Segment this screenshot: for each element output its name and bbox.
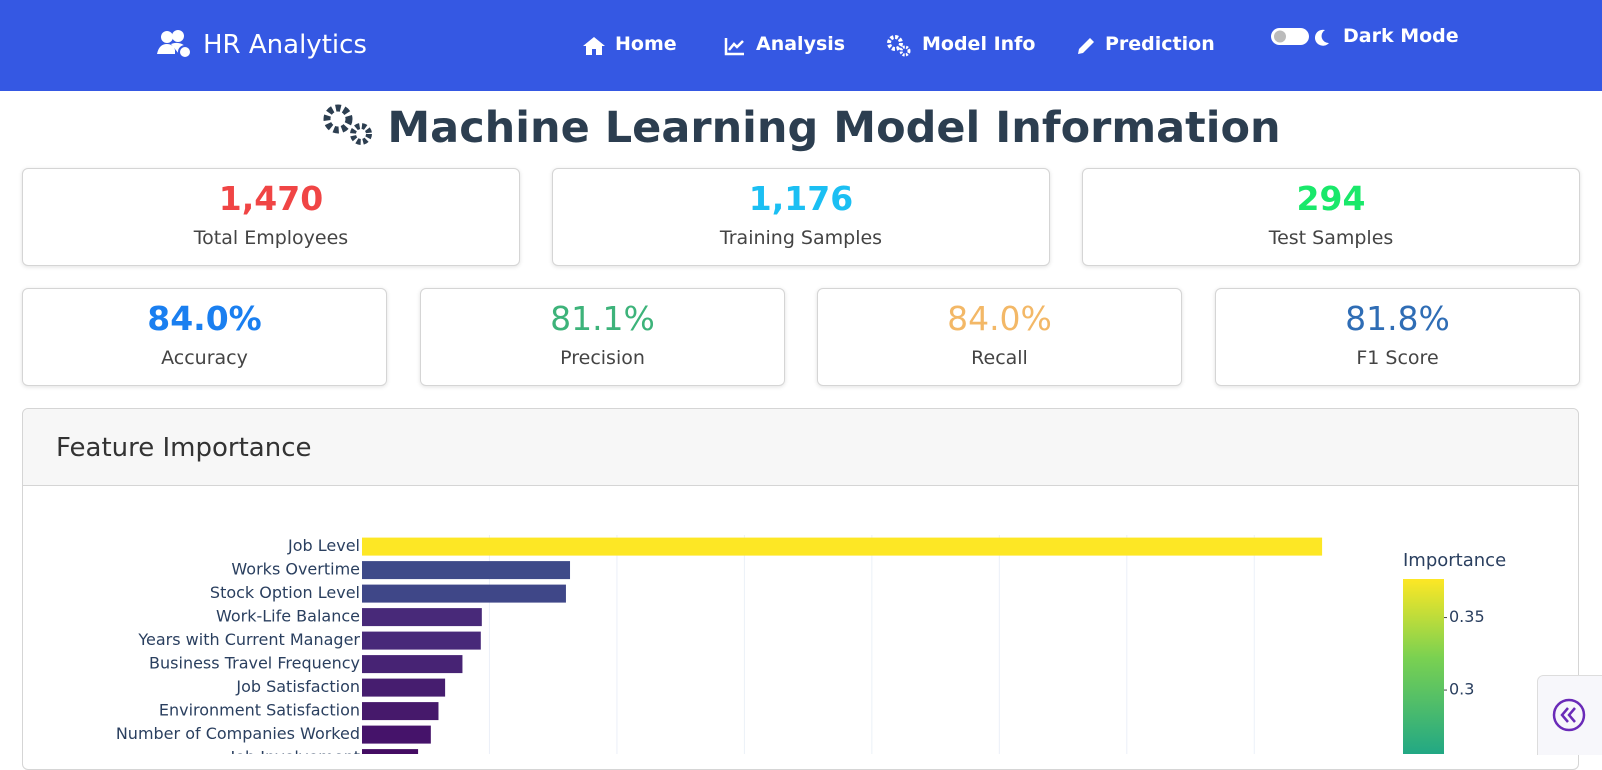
stat-label: Total Employees: [23, 227, 519, 249]
page-title: Machine Learning Model Information: [387, 103, 1280, 153]
metric-value: 84.0%: [818, 299, 1181, 338]
y-tick-label: Environment Satisfaction: [159, 701, 360, 720]
home-icon: [582, 36, 606, 56]
y-tick-label: Job Level: [287, 536, 360, 555]
y-tick-label: Years with Current Manager: [137, 630, 360, 649]
card-header: Feature Importance: [23, 409, 1578, 486]
y-tick-label: Number of Companies Worked: [116, 724, 360, 743]
metric-value: 81.1%: [421, 299, 784, 338]
brand[interactable]: HR Analytics: [203, 30, 367, 60]
stat-label: Training Samples: [553, 227, 1049, 249]
bar: [362, 585, 566, 603]
y-tick-label: Job Involvement: [230, 748, 360, 754]
colorbar: [1403, 579, 1444, 754]
bar: [362, 749, 418, 754]
bar: [362, 632, 481, 650]
nav-link[interactable]: Analysis: [756, 33, 845, 55]
y-tick-label: Business Travel Frequency: [149, 654, 360, 673]
page-heading: Machine Learning Model Information: [0, 102, 1602, 153]
metric-value: 84.0%: [23, 299, 386, 338]
bar: [362, 679, 445, 697]
toggle[interactable]: [1270, 26, 1330, 48]
stat-card: 1,176 Training Samples: [552, 168, 1050, 266]
dark-mode-label[interactable]: Dark Mode: [1343, 25, 1459, 47]
y-tick-label: Work-Life Balance: [216, 607, 360, 626]
bar: [362, 538, 1322, 556]
brand-icon: [157, 30, 193, 60]
page: HR Analytics Home Analysis Model Info Pr…: [0, 0, 1602, 754]
colorbar-title: Importance: [1403, 550, 1506, 571]
stat-value: 294: [1083, 179, 1579, 218]
bar: [362, 702, 438, 720]
stat-card: 1,470 Total Employees: [22, 168, 520, 266]
bar: [362, 561, 570, 579]
bar: [362, 655, 462, 673]
cogs-icon: [887, 35, 913, 57]
metric-card: 84.0% Accuracy: [22, 288, 387, 386]
chart-icon: [724, 36, 746, 56]
colorbar-tick-label: 0.3: [1449, 680, 1474, 699]
nav-link[interactable]: Model Info: [922, 33, 1036, 55]
y-tick-label: Stock Option Level: [210, 583, 360, 602]
stat-value: 1,176: [553, 179, 1049, 218]
y-tick-label: Job Satisfaction: [235, 677, 360, 696]
bar: [362, 726, 431, 744]
pencil-icon: [1075, 35, 1097, 57]
stat-label: Test Samples: [1083, 227, 1579, 249]
metric-label: Accuracy: [23, 347, 386, 369]
navbar: HR Analytics Home Analysis Model Info Pr…: [0, 0, 1602, 91]
metric-card: 81.8% F1 Score: [1215, 288, 1580, 386]
metric-label: Precision: [421, 347, 784, 369]
bar: [362, 608, 482, 626]
stat-value: 1,470: [23, 179, 519, 218]
side-toggle[interactable]: [1537, 675, 1602, 755]
metric-card: 84.0% Recall: [817, 288, 1182, 386]
metric-value: 81.8%: [1216, 299, 1579, 338]
card-title: Feature Importance: [56, 433, 312, 463]
nav-link[interactable]: Home: [615, 33, 677, 55]
y-tick-label: Works Overtime: [231, 560, 360, 579]
chart: Job Level Works Overtime Stock Option Leve…: [0, 485, 1602, 754]
colorbar-tick-label: 0.35: [1449, 607, 1485, 626]
metric-label: Recall: [818, 347, 1181, 369]
nav-link[interactable]: Prediction: [1105, 33, 1215, 55]
stat-card: 294 Test Samples: [1082, 168, 1580, 266]
metric-label: F1 Score: [1216, 347, 1579, 369]
metric-card: 81.1% Precision: [420, 288, 785, 386]
cogs-icon: [321, 102, 379, 148]
